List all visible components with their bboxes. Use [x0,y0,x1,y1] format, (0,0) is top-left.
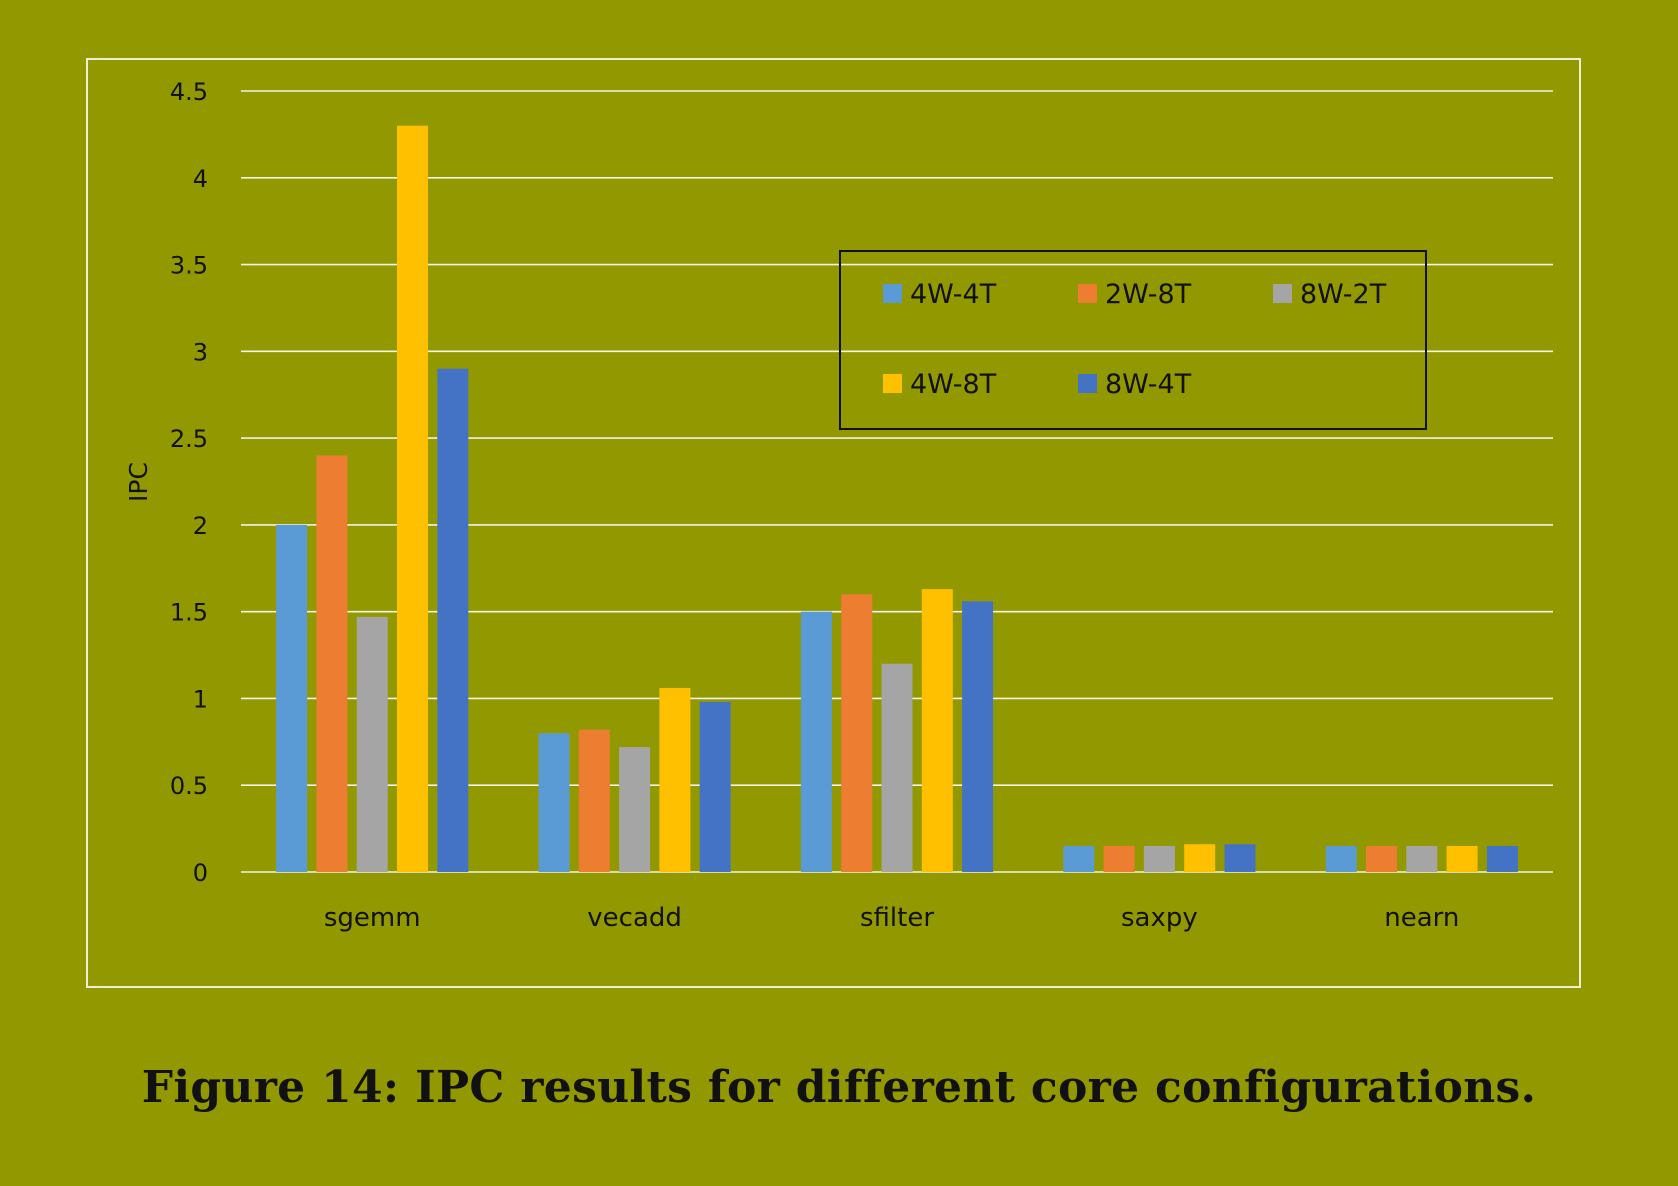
legend-swatch-8W-2T [1273,284,1292,303]
legend-label-8W-2T: 8W-2T [1300,279,1387,310]
x-category-label: nearn [1384,903,1459,933]
figure-caption: Figure 14: IPC results for different cor… [141,1062,1537,1113]
legend-swatch-4W-8T [883,374,902,393]
bar-sfilter-8W-4T [962,601,994,872]
y-tick-label: 3 [193,338,208,366]
legend-box [839,250,1427,430]
bar-nearn-8W-2T [1406,845,1438,872]
y-tick-label: 2 [193,512,208,540]
bar-sgemm-8W-2T [356,616,388,872]
bar-sfilter-8W-2T [881,663,913,872]
x-axis-categories: sgemm vecadd sfilter saxpy nearn [324,903,1460,933]
x-category-label: sfilter [860,903,934,933]
y-tick-label: 1 [193,685,208,713]
legend-label-4W-4T: 4W-4T [910,279,997,310]
legend-swatch-2W-8T [1078,284,1097,303]
legend-label-8W-4T: 8W-4T [1105,369,1192,400]
bar-sfilter-4W-8T [921,589,953,872]
bar-vecadd-4W-4T [538,733,570,872]
bar-sgemm-4W-4T [276,524,308,872]
bar-saxpy-8W-2T [1143,845,1175,872]
bar-nearn-4W-4T [1325,845,1357,872]
y-tick-label: 4.5 [170,78,208,106]
y-tick-label: 3.5 [170,252,208,280]
y-axis-label: IPC [124,462,153,502]
x-category-label: sgemm [324,903,421,933]
bar-sgemm-2W-8T [316,455,348,872]
y-tick-label: 2.5 [170,425,208,453]
bar-sfilter-4W-4T [800,611,832,872]
legend-label-4W-8T: 4W-8T [910,369,997,400]
legend: 4W-4T 2W-8T 8W-2T 4W-8T 8W-4T [839,250,1427,430]
bar-vecadd-2W-8T [578,729,610,872]
bar-saxpy-2W-8T [1103,845,1135,872]
bar-vecadd-8W-2T [619,747,651,872]
bar-vecadd-8W-4T [699,701,731,872]
bar-vecadd-4W-8T [659,688,691,872]
x-category-label: saxpy [1121,903,1198,933]
bar-sgemm-8W-4T [437,368,469,872]
bar-saxpy-8W-4T [1224,844,1256,872]
y-tick-label: 1.5 [170,599,208,627]
legend-label-2W-8T: 2W-8T [1105,279,1192,310]
bar-sfilter-2W-8T [841,594,873,872]
y-tick-label: 4 [193,165,208,193]
legend-swatch-8W-4T [1078,374,1097,393]
bar-sgemm-4W-8T [397,125,428,872]
bars [276,125,1518,872]
x-category-label: vecadd [587,903,682,933]
y-axis-ticks: 0 0.5 1 1.5 2 2.5 3 3.5 4 4.5 [170,78,208,887]
legend-swatch-4W-4T [883,284,902,303]
bar-saxpy-4W-8T [1184,844,1216,872]
y-tick-label: 0.5 [170,772,208,800]
bar-saxpy-4W-4T [1063,845,1095,872]
y-tick-label: 0 [193,859,208,887]
bar-nearn-4W-8T [1446,845,1478,872]
bar-nearn-8W-4T [1486,845,1518,872]
chart-frame [86,58,1581,988]
bar-nearn-2W-8T [1366,845,1397,872]
